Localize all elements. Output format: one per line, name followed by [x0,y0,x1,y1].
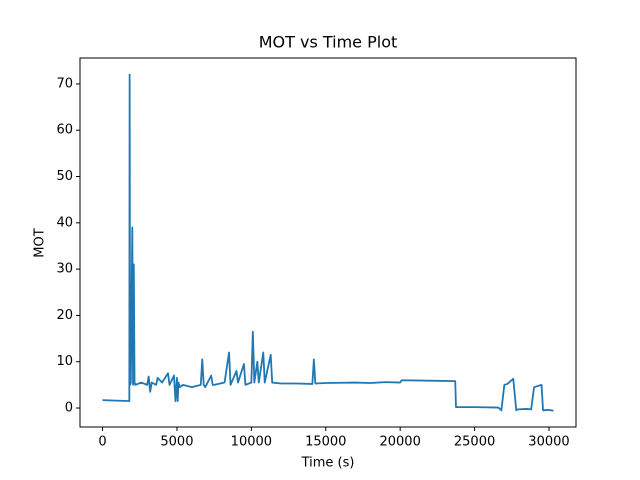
y-tick-label: 40 [56,215,73,230]
x-tick-label: 15000 [305,435,346,450]
y-tick-label: 10 [56,354,73,369]
x-tick-label: 10000 [231,435,272,450]
y-tick-label: 20 [56,308,73,323]
x-tick-label: 5000 [160,435,193,450]
data-line [102,73,554,412]
x-axis-label: Time (s) [301,456,355,471]
y-tick-label: 50 [56,169,73,184]
y-tick-label: 0 [65,401,73,416]
x-tick-label: 0 [98,435,106,450]
x-tick-label: 25000 [454,435,495,450]
y-axis-label: MOT [33,228,48,257]
y-tick-label: 60 [56,123,73,138]
plot-frame [79,57,577,428]
chart-title: MOT vs Time Plot [259,33,398,52]
y-tick-label: 70 [56,76,73,91]
x-tick-label: 30000 [528,435,569,450]
x-tick-label: 20000 [379,435,420,450]
y-tick-label: 30 [56,262,73,277]
